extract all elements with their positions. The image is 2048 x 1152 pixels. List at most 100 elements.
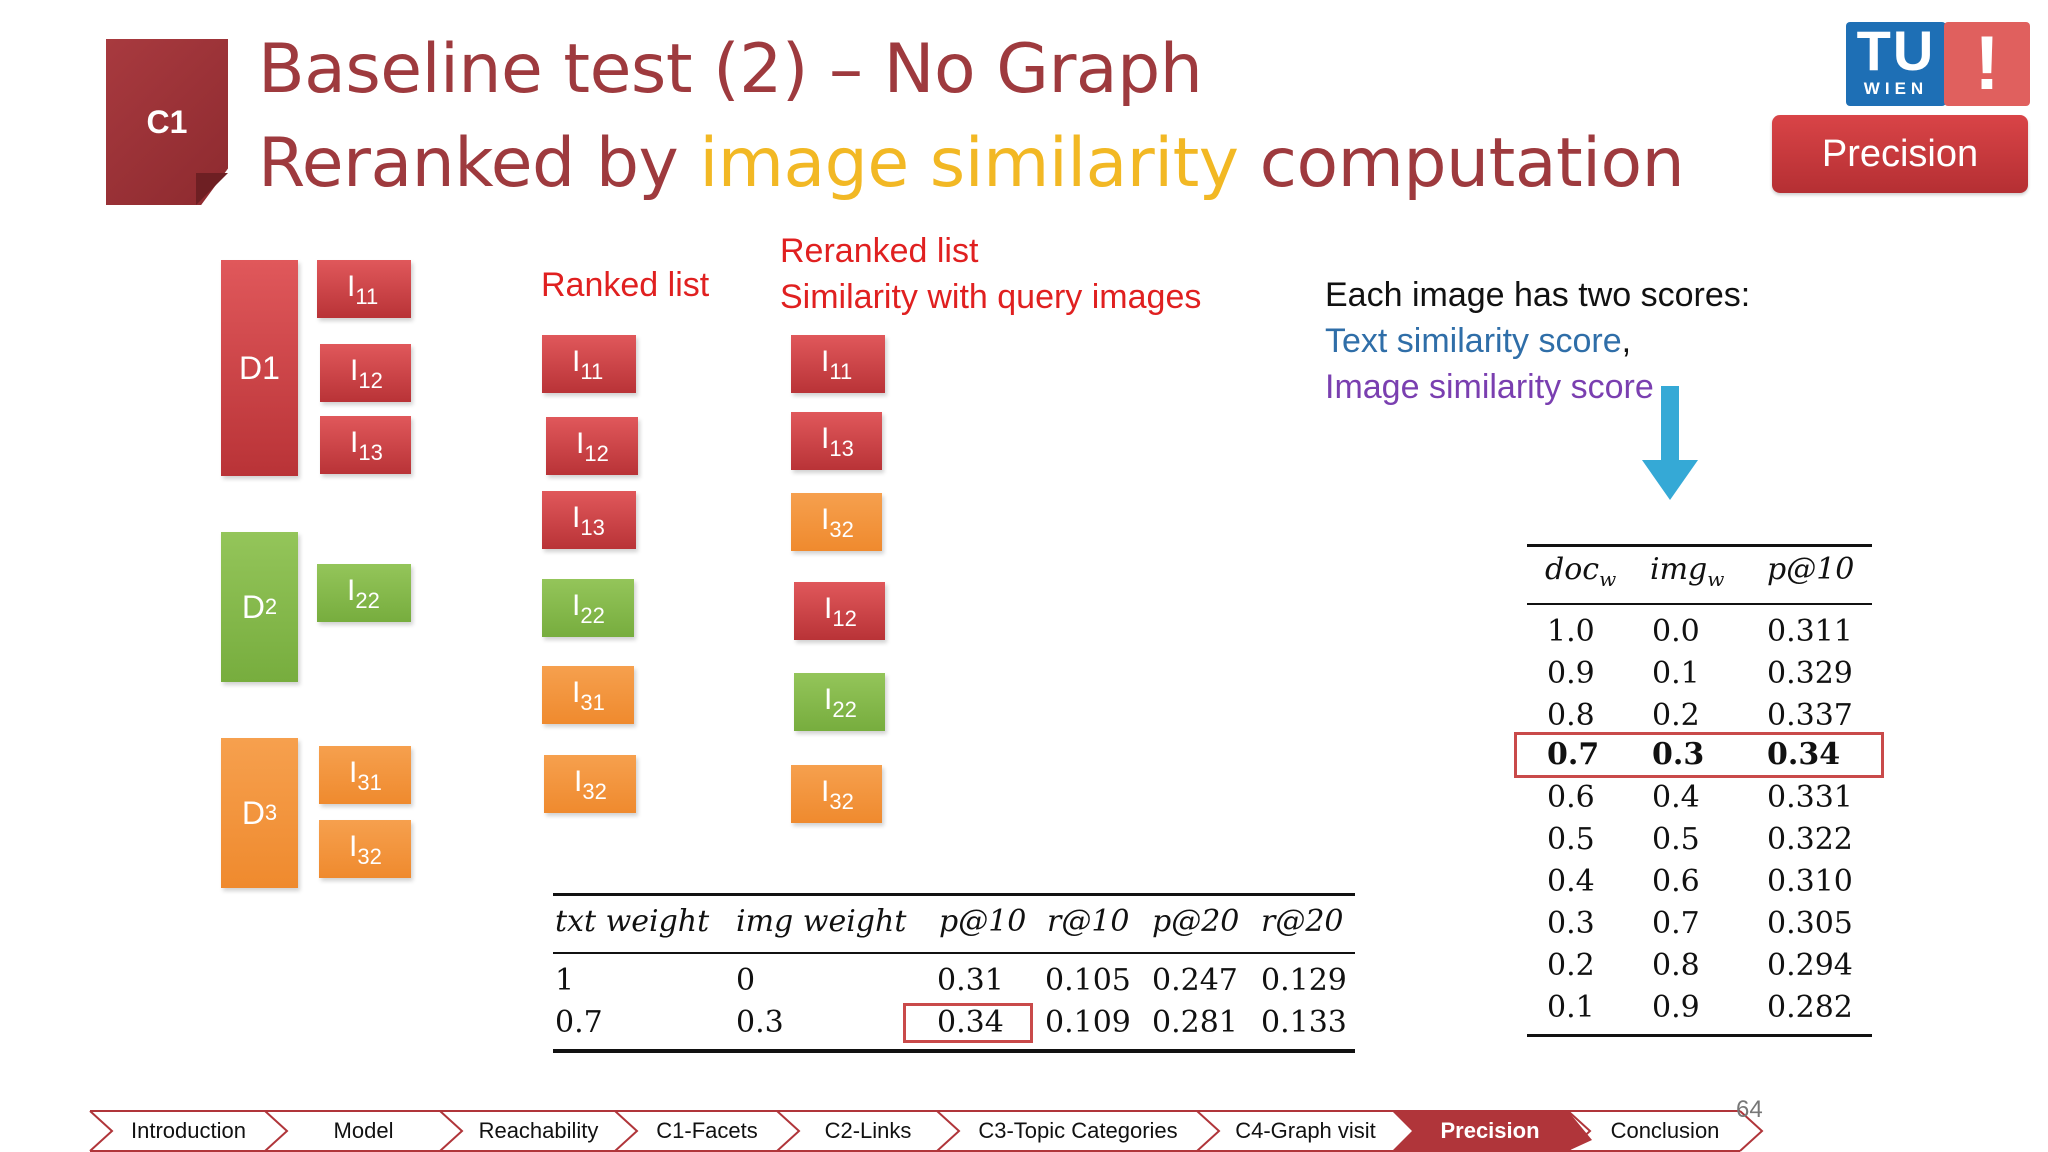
header-txt-weight: txt weight — [555, 904, 710, 939]
document-d1: D1 — [221, 260, 298, 476]
cell: 1 — [555, 963, 575, 998]
image-box: I13 — [320, 416, 411, 474]
logo-tu-text: TU — [1856, 19, 1936, 82]
cell: 0.9 — [1652, 990, 1700, 1025]
cell: 0.294 — [1767, 948, 1853, 983]
cell: 0.7 — [1547, 737, 1600, 772]
ranked-item: I13 — [542, 491, 636, 549]
table-top-rule — [1527, 544, 1872, 547]
reranked-list-sublabel: Similarity with query images — [780, 278, 1202, 316]
cell: 0.3 — [1652, 737, 1705, 772]
highlight-box — [1514, 732, 1884, 778]
highlight-box — [903, 1003, 1033, 1043]
nav-c1-facets[interactable]: C1-Facets — [656, 1118, 758, 1143]
ranked-item: I12 — [546, 417, 638, 475]
cell: 0.2 — [1652, 698, 1700, 733]
scores-note: Each image has two scores: — [1325, 276, 1751, 314]
logo-exclamation: ! — [1944, 22, 2030, 106]
ranked-item: I31 — [542, 666, 634, 724]
cell: 0.105 — [1045, 963, 1131, 998]
cell: 0.6 — [1652, 864, 1700, 899]
cell: 0.4 — [1547, 864, 1595, 899]
cell: 0.3 — [1547, 906, 1595, 941]
cell: 0.5 — [1652, 822, 1700, 857]
header-r10: r@10 — [1047, 904, 1130, 939]
ranked-item: I22 — [542, 579, 634, 637]
header-p10: p@10 — [1767, 552, 1855, 587]
nav-model[interactable]: Model — [333, 1118, 394, 1143]
cell: 0.281 — [1152, 1005, 1238, 1040]
cell: 0.31 — [937, 963, 1004, 998]
cell: 0.0 — [1652, 614, 1700, 649]
cell: 0.310 — [1767, 864, 1853, 899]
cell: 0.329 — [1767, 656, 1853, 691]
results-table: txt weight img weight p@10 r@10 p@20 r@2… — [553, 0, 1355, 1152]
down-arrow-icon — [1642, 386, 1698, 500]
table-header-rule — [553, 952, 1355, 954]
nav-c2-links[interactable]: C2-Links — [824, 1118, 912, 1143]
table-bottom-rule — [1527, 1034, 1872, 1037]
cell: 0.8 — [1547, 698, 1595, 733]
slide-title: Baseline test (2) – No Graph — [258, 30, 1203, 109]
reranked-item: I32 — [791, 765, 882, 823]
header-doc-weight: docw — [1545, 552, 1617, 591]
cell: 0.322 — [1767, 822, 1853, 857]
image-score-line: Image similarity score — [1325, 368, 1654, 406]
cell: 0.305 — [1767, 906, 1853, 941]
cell: 0.34 — [1767, 737, 1841, 772]
ranked-list-label: Ranked list — [541, 266, 710, 304]
table-bottom-rule — [553, 1049, 1355, 1053]
text-score-line: Text similarity score, — [1325, 322, 1632, 360]
table-top-rule — [553, 893, 1355, 896]
section-tag: C1 — [106, 39, 228, 205]
cell: 0.7 — [555, 1005, 603, 1040]
header-p20: p@20 — [1152, 904, 1240, 939]
cell: 0.34 — [937, 1005, 1004, 1040]
section-tag-fold — [196, 173, 228, 205]
cell: 0.129 — [1261, 963, 1347, 998]
cell: 0.5 — [1547, 822, 1595, 857]
image-box: I31 — [319, 746, 411, 804]
nav-introduction[interactable]: Introduction — [131, 1118, 246, 1143]
cell: 0.6 — [1547, 780, 1595, 815]
cell: 0.1 — [1652, 656, 1700, 691]
header-r20: r@20 — [1261, 904, 1344, 939]
nav-conclusion[interactable]: Conclusion — [1610, 1118, 1720, 1143]
cell: 0.133 — [1261, 1005, 1347, 1040]
ranked-item: I11 — [542, 335, 636, 393]
precision-badge: Precision — [1772, 115, 2028, 193]
header-img-weight: imgw — [1650, 552, 1725, 591]
page-number: 64 — [1736, 1096, 1763, 1123]
reranked-list-label: Reranked list — [780, 232, 979, 270]
cell: 1.0 — [1547, 614, 1595, 649]
slide-subtitle: Reranked by image similarity computation — [258, 124, 1685, 203]
nav-c4-graph-visit[interactable]: C4-Graph visit — [1235, 1118, 1376, 1143]
nav-precision[interactable]: Precision — [1440, 1118, 1540, 1143]
cell: 0.311 — [1767, 614, 1853, 649]
cell: 0.9 — [1547, 656, 1595, 691]
cell: 0.4 — [1652, 780, 1700, 815]
table-header-rule — [1527, 603, 1872, 605]
weights-table: docw imgw p@10 1.0 0.0 0.311 0.9 0.1 0.3… — [1514, 0, 1884, 1152]
reranked-item: I22 — [794, 673, 885, 731]
cell: 0.1 — [1547, 990, 1595, 1025]
cell: 0.109 — [1045, 1005, 1131, 1040]
ranked-item: I32 — [544, 755, 636, 813]
image-box: I32 — [319, 820, 411, 878]
cell: 0.331 — [1767, 780, 1853, 815]
reranked-item: I32 — [791, 493, 882, 551]
nav-c3-topic-categories[interactable]: C3-Topic Categories — [978, 1118, 1178, 1143]
header-img-weight: img weight — [736, 904, 907, 939]
image-box: I22 — [317, 564, 411, 622]
nav-reachability[interactable]: Reachability — [478, 1118, 599, 1143]
cell: 0.3 — [736, 1005, 784, 1040]
cell: 0.2 — [1547, 948, 1595, 983]
header-p10: p@10 — [939, 904, 1027, 939]
tu-wien-logo: TU WIEN — [1846, 22, 1946, 106]
cell: 0.8 — [1652, 948, 1700, 983]
image-box: I11 — [317, 260, 411, 318]
cell: 0 — [736, 963, 756, 998]
logo-wien-text: WIEN — [1863, 79, 1929, 98]
